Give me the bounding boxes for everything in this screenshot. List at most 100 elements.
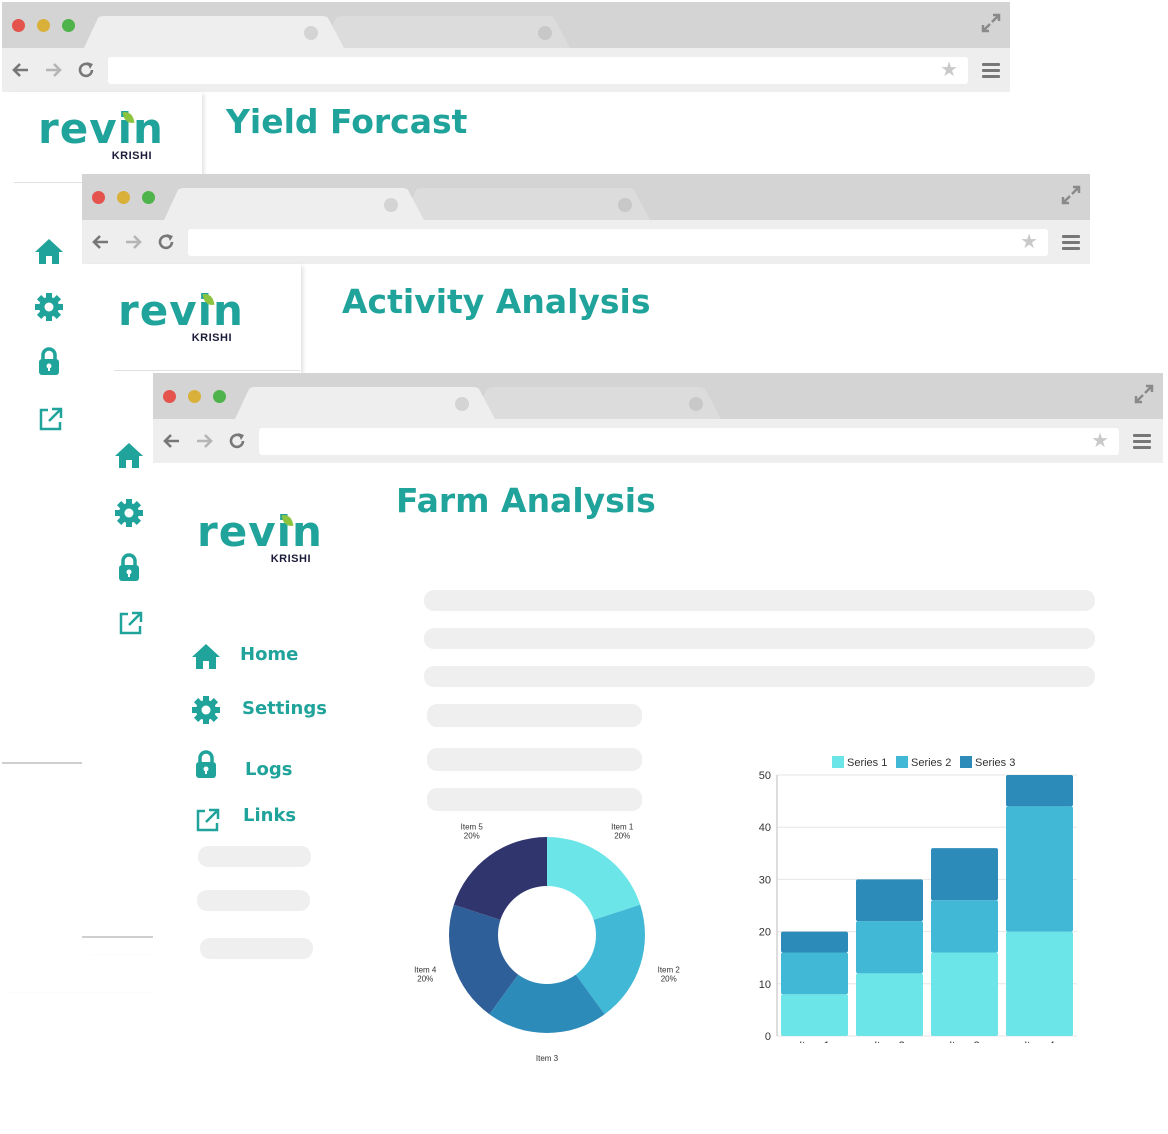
- browser-tab-inactive[interactable]: [402, 188, 652, 220]
- window-titlebar: [153, 373, 1163, 419]
- forward-arrow-icon[interactable]: [44, 60, 64, 80]
- external-link-icon[interactable]: [36, 404, 66, 434]
- donut-slice: [575, 904, 645, 1015]
- divider: [2, 762, 82, 764]
- lock-icon[interactable]: [114, 552, 144, 582]
- stacked-bar-chart: 0 10 20 30 40 50 Item 1 Item 2 Item 3 Item 4 Serie…: [759, 756, 1077, 1043]
- legend-swatch: [832, 756, 844, 768]
- donut-slice: [547, 837, 641, 920]
- maximize-window-button[interactable]: [213, 390, 226, 403]
- nav-item-home[interactable]: Home: [191, 641, 331, 671]
- lock-icon: [196, 750, 216, 778]
- nav-item-settings[interactable]: Settings: [191, 695, 331, 725]
- placeholder-bar: [424, 628, 1095, 649]
- slice-value-label: 20%: [417, 975, 433, 984]
- maximize-window-button[interactable]: [62, 19, 75, 32]
- browser-tab-active[interactable]: [84, 16, 346, 48]
- nav-item-label: Logs: [245, 759, 293, 780]
- forward-arrow-icon[interactable]: [124, 232, 144, 252]
- fullscreen-icon[interactable]: [1133, 383, 1155, 405]
- browser-toolbar: ★: [153, 419, 1163, 463]
- close-window-button[interactable]: [92, 191, 105, 204]
- tab-close-icon[interactable]: [689, 397, 703, 411]
- y-tick-label: 40: [759, 822, 771, 834]
- browser-tab-inactive[interactable]: [322, 16, 572, 48]
- slice-label: Item 5: [461, 823, 484, 831]
- tab-close-icon[interactable]: [384, 198, 398, 212]
- gear-icon[interactable]: [114, 498, 144, 528]
- divider: [14, 182, 94, 183]
- revin-logo: revin KRISHI: [197, 507, 323, 566]
- divider: [82, 936, 160, 938]
- browser-tab-active[interactable]: [164, 188, 426, 220]
- revin-logo: revin KRISHI: [118, 286, 244, 345]
- slice-value-label: 20%: [661, 975, 677, 984]
- external-link-icon[interactable]: [116, 608, 146, 638]
- y-tick-label: 0: [765, 1031, 771, 1043]
- tab-close-icon[interactable]: [618, 198, 632, 212]
- fullscreen-icon[interactable]: [980, 12, 1002, 34]
- bar-segment: [856, 879, 923, 922]
- placeholder-bar: [424, 666, 1095, 687]
- bar-segment: [856, 973, 923, 1036]
- browser-tab-active[interactable]: [235, 387, 497, 419]
- back-arrow-icon[interactable]: [10, 60, 30, 80]
- placeholder-bar: [427, 788, 642, 811]
- minimize-window-button[interactable]: [117, 191, 130, 204]
- tab-close-icon[interactable]: [538, 26, 552, 40]
- placeholder-bar: [200, 938, 313, 959]
- donut-chart: Item 120%Item 220%Item 320%Item 420%Item…: [414, 823, 680, 1063]
- back-arrow-icon[interactable]: [161, 431, 181, 451]
- menu-icon[interactable]: [1133, 434, 1151, 450]
- reload-icon[interactable]: [227, 431, 247, 451]
- address-bar[interactable]: ★: [259, 428, 1119, 455]
- address-bar[interactable]: ★: [108, 57, 968, 84]
- tab-close-icon[interactable]: [455, 397, 469, 411]
- y-tick-label: 30: [759, 874, 771, 886]
- placeholder-bar: [197, 890, 310, 911]
- reload-icon[interactable]: [156, 232, 176, 252]
- minimize-window-button[interactable]: [37, 19, 50, 32]
- bar-segment: [931, 848, 998, 901]
- forward-arrow-icon[interactable]: [195, 431, 215, 451]
- page-title: Yield Forcast: [226, 102, 468, 141]
- y-tick-label: 20: [759, 927, 771, 939]
- close-window-button[interactable]: [163, 390, 176, 403]
- back-arrow-icon[interactable]: [90, 232, 110, 252]
- page-title: Activity Analysis: [342, 282, 651, 321]
- reload-icon[interactable]: [76, 60, 96, 80]
- lock-icon[interactable]: [34, 346, 64, 376]
- donut-slice: [489, 974, 605, 1033]
- external-link-icon: [196, 808, 220, 832]
- slice-value-label: 20%: [614, 831, 630, 840]
- address-bar[interactable]: ★: [188, 229, 1048, 256]
- tab-close-icon[interactable]: [304, 26, 318, 40]
- slice-label: Item 4: [414, 966, 437, 975]
- bookmark-star-icon[interactable]: ★: [1091, 430, 1109, 452]
- bookmark-star-icon[interactable]: ★: [1020, 231, 1038, 253]
- menu-icon[interactable]: [1062, 235, 1080, 251]
- home-icon[interactable]: [34, 236, 64, 266]
- browser-toolbar: ★: [82, 220, 1090, 264]
- maximize-window-button[interactable]: [142, 191, 155, 204]
- y-tick-label: 50: [759, 770, 771, 782]
- legend-label: Series 1: [847, 757, 887, 769]
- browser-toolbar: ★: [2, 48, 1010, 92]
- menu-icon[interactable]: [982, 63, 1000, 79]
- minimize-window-button[interactable]: [188, 390, 201, 403]
- home-icon[interactable]: [114, 440, 144, 470]
- gear-icon[interactable]: [34, 292, 64, 322]
- x-tick-label: Item 1: [799, 1040, 830, 1043]
- y-tick-label: 10: [759, 979, 771, 991]
- nav-item-label: Links: [243, 805, 297, 826]
- window-titlebar: [82, 174, 1090, 220]
- bookmark-star-icon[interactable]: ★: [940, 59, 958, 81]
- placeholder-bar: [427, 704, 642, 727]
- browser-tab-inactive[interactable]: [473, 387, 723, 419]
- nav-item-links[interactable]: Links: [193, 803, 333, 833]
- nav-item-logs[interactable]: Logs: [191, 749, 331, 783]
- legend-swatch: [960, 756, 972, 768]
- legend-label: Series 2: [911, 757, 951, 769]
- close-window-button[interactable]: [12, 19, 25, 32]
- fullscreen-icon[interactable]: [1060, 184, 1082, 206]
